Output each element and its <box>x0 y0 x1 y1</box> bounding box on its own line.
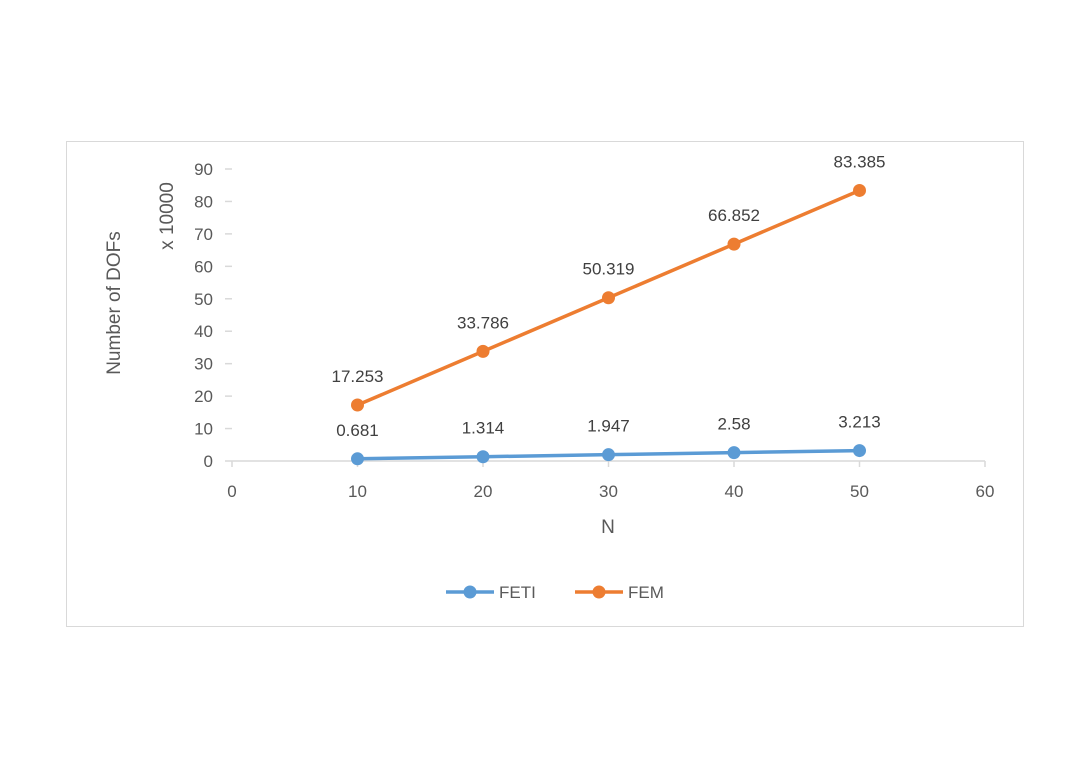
x-tick-label: 30 <box>599 482 618 501</box>
data-point-feti <box>727 446 741 460</box>
legend-marker-fem <box>592 585 606 599</box>
data-point-feti <box>351 452 364 466</box>
legend-label-fem: FEM <box>628 583 664 602</box>
data-point-feti <box>602 448 615 462</box>
data-label-feti: 1.947 <box>587 417 630 436</box>
legend-label-feti: FETI <box>499 583 536 602</box>
x-tick-label: 20 <box>474 482 493 501</box>
data-label-fem: 83.385 <box>834 152 886 171</box>
y-tick-label: 50 <box>194 290 213 309</box>
y-tick-label: 30 <box>194 355 213 374</box>
x-axis-title: N <box>601 517 615 538</box>
data-label-fem: 17.253 <box>332 367 384 386</box>
y-tick-label: 90 <box>194 160 213 179</box>
x-axis-ticks: 0 10 20 30 40 50 60 <box>227 461 994 501</box>
y-axis-unit: x 10000 <box>157 182 178 250</box>
y-tick-label: 80 <box>194 192 213 211</box>
y-tick-label: 40 <box>194 322 213 341</box>
series-feti: 0.681 1.314 1.947 2.58 3.213 <box>336 413 881 466</box>
data-point-fem <box>853 183 866 197</box>
y-tick-label: 60 <box>194 257 213 276</box>
data-point-fem <box>727 237 741 251</box>
data-label-fem: 66.852 <box>708 206 760 225</box>
data-point-fem <box>602 291 615 305</box>
data-label-fem: 33.786 <box>457 313 509 332</box>
y-tick-label: 20 <box>194 387 213 406</box>
y-tick-label: 10 <box>194 420 213 439</box>
data-point-feti <box>476 450 490 464</box>
legend-marker-feti <box>463 585 477 599</box>
series-fem: 17.253 33.786 50.319 66.852 83.385 <box>332 152 886 412</box>
legend-item-fem: FEM <box>575 583 664 602</box>
data-label-feti: 3.213 <box>838 413 881 432</box>
data-label-feti: 0.681 <box>336 421 379 440</box>
data-point-fem <box>476 344 490 358</box>
y-tick-label: 70 <box>194 225 213 244</box>
legend: FETI FEM <box>446 583 664 602</box>
data-point-feti <box>853 444 866 458</box>
legend-item-feti: FETI <box>446 583 536 602</box>
series-layer: 0.681 1.314 1.947 2.58 3.213 17.253 33.786 50.3… <box>332 152 886 466</box>
x-tick-label: 40 <box>725 482 744 501</box>
chart-area <box>66 141 1024 627</box>
x-tick-label: 10 <box>348 482 367 501</box>
y-axis-title: Number of DOFs <box>104 231 125 375</box>
data-label-feti: 1.314 <box>462 419 505 438</box>
x-tick-label: 0 <box>227 482 236 501</box>
x-tick-label: 50 <box>850 482 869 501</box>
data-label-feti: 2.58 <box>717 415 750 434</box>
x-tick-label: 60 <box>976 482 995 501</box>
y-axis-ticks: 0 10 20 30 40 50 60 70 80 90 <box>194 160 232 471</box>
data-point-fem <box>351 398 364 412</box>
data-label-fem: 50.319 <box>583 260 635 279</box>
y-tick-label: 0 <box>204 452 213 471</box>
